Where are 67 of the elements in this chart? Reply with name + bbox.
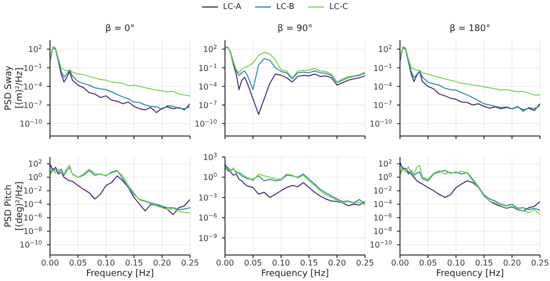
y-tick-label: 10$^{3}$: [203, 152, 218, 162]
x-tick-label: 0.00: [41, 258, 59, 268]
y-tick-label: 10$^{−7}$: [198, 100, 218, 110]
y-tick-label: 10$^{−1}$: [198, 62, 218, 73]
y-tick-label: 10$^{0}$: [203, 172, 218, 182]
y-tick-label: 10$^{−1}$: [373, 62, 392, 73]
x-tick-label: 0.15: [475, 258, 493, 268]
y-tick-label: 10$^{−10}$: [20, 240, 42, 250]
line-series: [225, 46, 365, 90]
line-series: [225, 46, 365, 83]
y-tick-label: 10$^{−4}$: [23, 81, 42, 92]
y-tick-label: 10$^{2}$: [28, 158, 42, 169]
y-tick-label: 10$^{−7}$: [373, 100, 392, 110]
x-tick-label: 0.20: [503, 258, 521, 268]
y-tick-label: 10$^{−10}$: [20, 118, 42, 129]
y-axis-title: PSD Sway [(m)²/Hz]: [4, 66, 25, 110]
x-tick-label: 0.00: [391, 258, 409, 268]
x-tick-label: 0.10: [97, 258, 115, 268]
chart-title: β = 180°: [448, 24, 492, 34]
y-tick-label: 10$^{−10}$: [194, 118, 218, 129]
y-tick-label: 10$^{0}$: [28, 172, 42, 182]
y-tick-label: 10$^{−1}$: [23, 62, 42, 73]
x-axis-title: Frequency [Hz]: [85, 269, 155, 279]
y-tick-label: 10$^{−3}$: [198, 192, 218, 202]
x-tick-label: 0.10: [272, 258, 290, 268]
x-axis-title: Frequency [Hz]: [260, 269, 330, 279]
y-tick-label: 10$^{2}$: [28, 44, 42, 54]
y-axis-title: PSD Pitch [(deg)²/Hz]: [4, 181, 25, 231]
x-tick-label: 0.25: [181, 258, 199, 268]
x-tick-label: 0.05: [244, 258, 262, 268]
line-series: [50, 46, 190, 96]
y-tick-label: 10$^{2}$: [203, 44, 218, 54]
y-tick-label: 10$^{−6}$: [198, 212, 218, 223]
x-tick-label: 0.25: [531, 258, 549, 268]
x-tick-label: 0.15: [125, 258, 143, 268]
y-tick-label: 10$^{−2}$: [373, 186, 392, 196]
chart-title: β = 90°: [276, 24, 314, 34]
y-tick-label: 10$^{−4}$: [373, 199, 392, 210]
y-tick-label: 10$^{−6}$: [23, 212, 42, 223]
y-tick-label: 10$^{−8}$: [23, 226, 42, 236]
legend-label: LC-C: [329, 2, 348, 11]
x-axis-title: Frequency [Hz]: [435, 269, 505, 279]
x-tick-label: 0.10: [447, 258, 465, 268]
y-tick-label: 10$^{−10}$: [370, 240, 392, 250]
y-tick-label: 10$^{2}$: [378, 44, 392, 54]
line-series: [400, 46, 540, 96]
y-tick-label: 10$^{0}$: [378, 172, 392, 182]
y-tick-label: 10$^{−6}$: [373, 212, 392, 223]
x-tick-label: 0.20: [153, 258, 171, 268]
x-tick-label: 0.25: [356, 258, 374, 268]
x-tick-label: 0.00: [216, 258, 234, 268]
y-tick-label: 10$^{−2}$: [23, 186, 42, 196]
y-tick-label: 10$^{−10}$: [370, 118, 392, 129]
y-tick-label: 10$^{−8}$: [373, 226, 392, 236]
x-tick-label: 0.20: [328, 258, 346, 268]
y-tick-label: 10$^{−4}$: [23, 199, 42, 210]
y-tick-label: 10$^{−7}$: [23, 100, 42, 110]
x-tick-label: 0.15: [300, 258, 318, 268]
y-tick-label: 10$^{−4}$: [373, 81, 392, 92]
chart-title: β = 0°: [104, 24, 136, 34]
x-tick-label: 0.05: [419, 258, 437, 268]
x-tick-label: 0.05: [69, 258, 87, 268]
y-tick-label: 10$^{−9}$: [198, 232, 218, 243]
legend-label: LC-A: [223, 2, 242, 11]
y-tick-label: 10$^{−4}$: [198, 81, 218, 92]
legend-label: LC-B: [276, 2, 294, 11]
y-tick-label: 10$^{2}$: [378, 158, 392, 169]
